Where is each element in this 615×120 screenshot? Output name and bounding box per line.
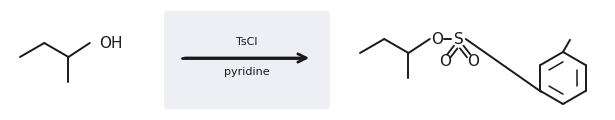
Text: O: O <box>438 54 451 69</box>
Text: pyridine: pyridine <box>224 67 270 77</box>
Text: O: O <box>467 54 478 69</box>
FancyBboxPatch shape <box>164 11 330 109</box>
Text: TsCl: TsCl <box>236 37 258 47</box>
Text: S: S <box>454 31 464 46</box>
Text: OH: OH <box>99 36 122 51</box>
Text: O: O <box>430 31 443 46</box>
